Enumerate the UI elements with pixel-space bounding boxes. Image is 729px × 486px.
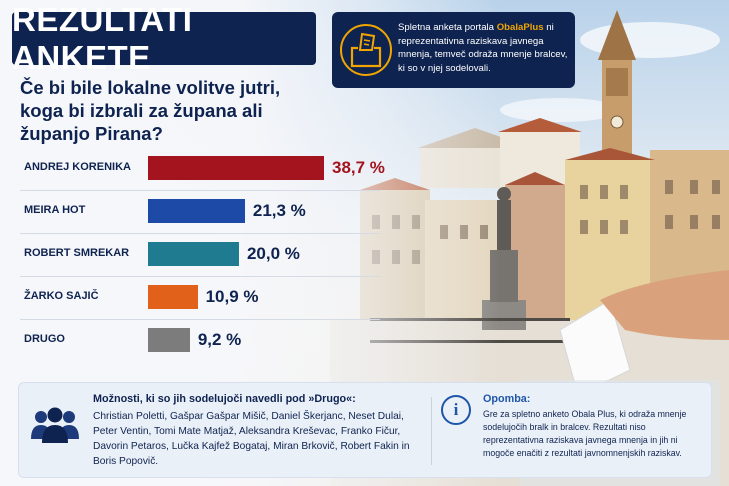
row-separator xyxy=(20,190,380,191)
bar xyxy=(148,156,324,180)
bar xyxy=(148,285,198,309)
page-title: REZULTATI ANKETE xyxy=(12,0,193,76)
others-title: Možnosti, ki so jih sodelujoči navedli p… xyxy=(93,393,356,405)
ballot-box-icon xyxy=(340,24,392,76)
bar-value-label: 9,2 % xyxy=(197,330,242,349)
bar-value-label: 21,3 % xyxy=(252,201,306,220)
others-list: Christian Poletti, Gašpar Gašpar Mišič, … xyxy=(93,411,410,467)
people-group-icon xyxy=(29,405,81,445)
bottom-info-panel: Možnosti, ki so jih sodelujoči navedli p… xyxy=(18,382,712,478)
disclaimer-text-end: ni reprezentativna raziskava javnega mne… xyxy=(398,22,568,74)
disclaimer-infobox: Spletna anketa portala ObalaPlus ni repr… xyxy=(332,12,575,88)
category-label: ROBERT SMREKAR xyxy=(24,247,130,259)
info-icon: i xyxy=(441,395,471,425)
panel-divider xyxy=(431,397,432,465)
note-text: Gre za spletno anketo Obala Plus, ki odr… xyxy=(483,409,687,458)
row-separator xyxy=(20,319,380,320)
note-title: Opomba: xyxy=(483,393,531,405)
bar xyxy=(148,242,239,266)
survey-question: Če bi bile lokalne volitve jutri, koga b… xyxy=(20,77,281,144)
bar-value-label: 10,9 % xyxy=(205,287,259,306)
bar xyxy=(148,328,190,352)
category-label: ANDREJ KORENIKA xyxy=(24,161,131,173)
brand-name: ObalaPlus xyxy=(496,22,544,33)
row-separator xyxy=(20,276,380,277)
category-label: ŽARKO SAJIČ xyxy=(24,290,99,302)
results-bar-chart: ANDREJ KORENIKA 38,7 % MEIRA HOT 21,3 % ROBE… xyxy=(0,148,420,368)
disclaimer-text: Spletna anketa portala ObalaPlus ni repr… xyxy=(398,21,570,75)
title-banner: REZULTATI ANKETE xyxy=(12,1,316,76)
disclaimer-text-start: Spletna anketa portala xyxy=(398,22,497,33)
category-label: DRUGO xyxy=(24,333,65,345)
bar-value-label: 20,0 % xyxy=(246,244,300,263)
bar xyxy=(148,199,245,223)
category-label: MEIRA HOT xyxy=(24,204,86,216)
bar-value-label: 38,7 % xyxy=(332,158,385,177)
row-separator xyxy=(20,233,380,234)
